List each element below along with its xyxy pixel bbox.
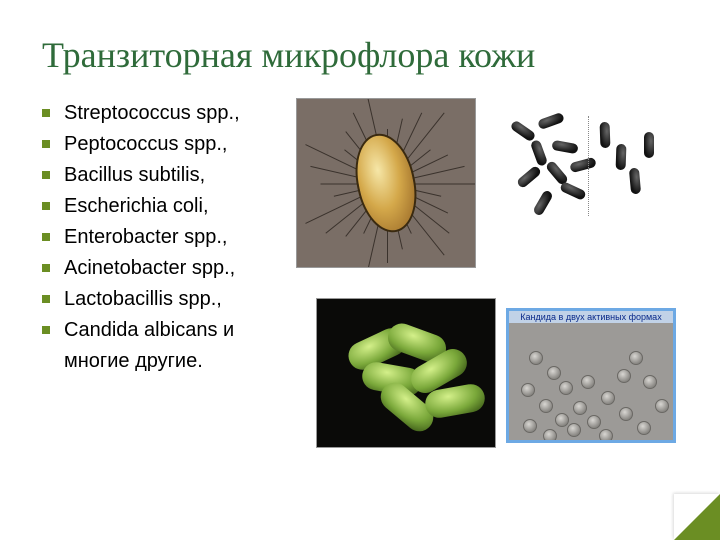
- image-caption: Кандида в двух активных формах: [509, 311, 673, 323]
- list-item: Acinetobacter spp.,: [42, 253, 280, 284]
- list-item: Candida albicans и многие другие.: [42, 315, 280, 377]
- list-item: Streptococcus spp.,: [42, 98, 280, 129]
- slide: Транзиторная микрофлора кожи Streptococc…: [0, 0, 720, 540]
- bacterium-cell-icon: [347, 128, 425, 238]
- slide-title: Транзиторная микрофлора кожи: [42, 34, 678, 76]
- list-item: Enterobacter spp.,: [42, 222, 280, 253]
- content-area: Streptococcus spp., Peptococcus spp., Ba…: [42, 98, 678, 377]
- candida-microscopy-image: Кандида в двух активных формах: [506, 308, 676, 443]
- image-grid: Кандида в двух активных формах: [296, 98, 678, 377]
- corner-fold-icon: [674, 494, 720, 540]
- green-bacteria-image: [316, 298, 496, 448]
- list-item: Bacillus subtilis,: [42, 160, 280, 191]
- list-item: Escherichia coli,: [42, 191, 280, 222]
- black-bacilli-image: [496, 108, 666, 228]
- bacterium-flagella-image: [296, 98, 476, 268]
- bullet-list: Streptococcus spp., Peptococcus spp., Ba…: [42, 98, 280, 377]
- list-item: Peptococcus spp.,: [42, 129, 280, 160]
- list-item: Lactobacillis spp.,: [42, 284, 280, 315]
